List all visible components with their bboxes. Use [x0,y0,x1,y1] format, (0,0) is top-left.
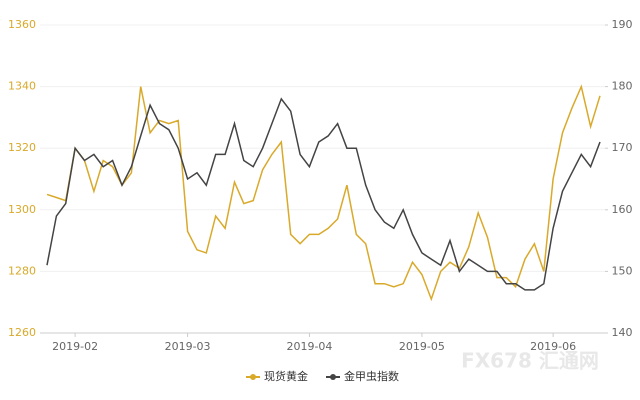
y2-tick-label: 190 [612,18,633,31]
series-line [46,97,601,291]
series-line [46,84,601,302]
legend-label: 现货黄金 [264,369,308,383]
x-tick-label: 2019-03 [165,340,211,353]
legend-label: 金甲虫指数 [344,369,399,383]
x-tick-label: 2019-02 [52,340,98,353]
legend-marker [330,374,336,380]
watermark: FX678 汇通网 [461,349,599,373]
y-tick-label: 1280 [8,264,36,277]
y2-tick-label: 140 [612,326,633,339]
y2-tick-label: 160 [612,203,633,216]
y-tick-label: 1300 [8,203,36,216]
x-tick-label: 2019-06 [530,340,576,353]
y2-tick-label: 170 [612,141,633,154]
y-tick-label: 1340 [8,80,36,93]
x-tick-label: 2019-04 [286,340,332,353]
y-tick-label: 1260 [8,326,36,339]
y2-tick-label: 180 [612,80,633,93]
y-tick-label: 1320 [8,141,36,154]
y-tick-label: 1360 [8,18,36,31]
legend-marker [250,374,256,380]
x-tick-label: 2019-05 [399,340,445,353]
y2-tick-label: 150 [612,264,633,277]
